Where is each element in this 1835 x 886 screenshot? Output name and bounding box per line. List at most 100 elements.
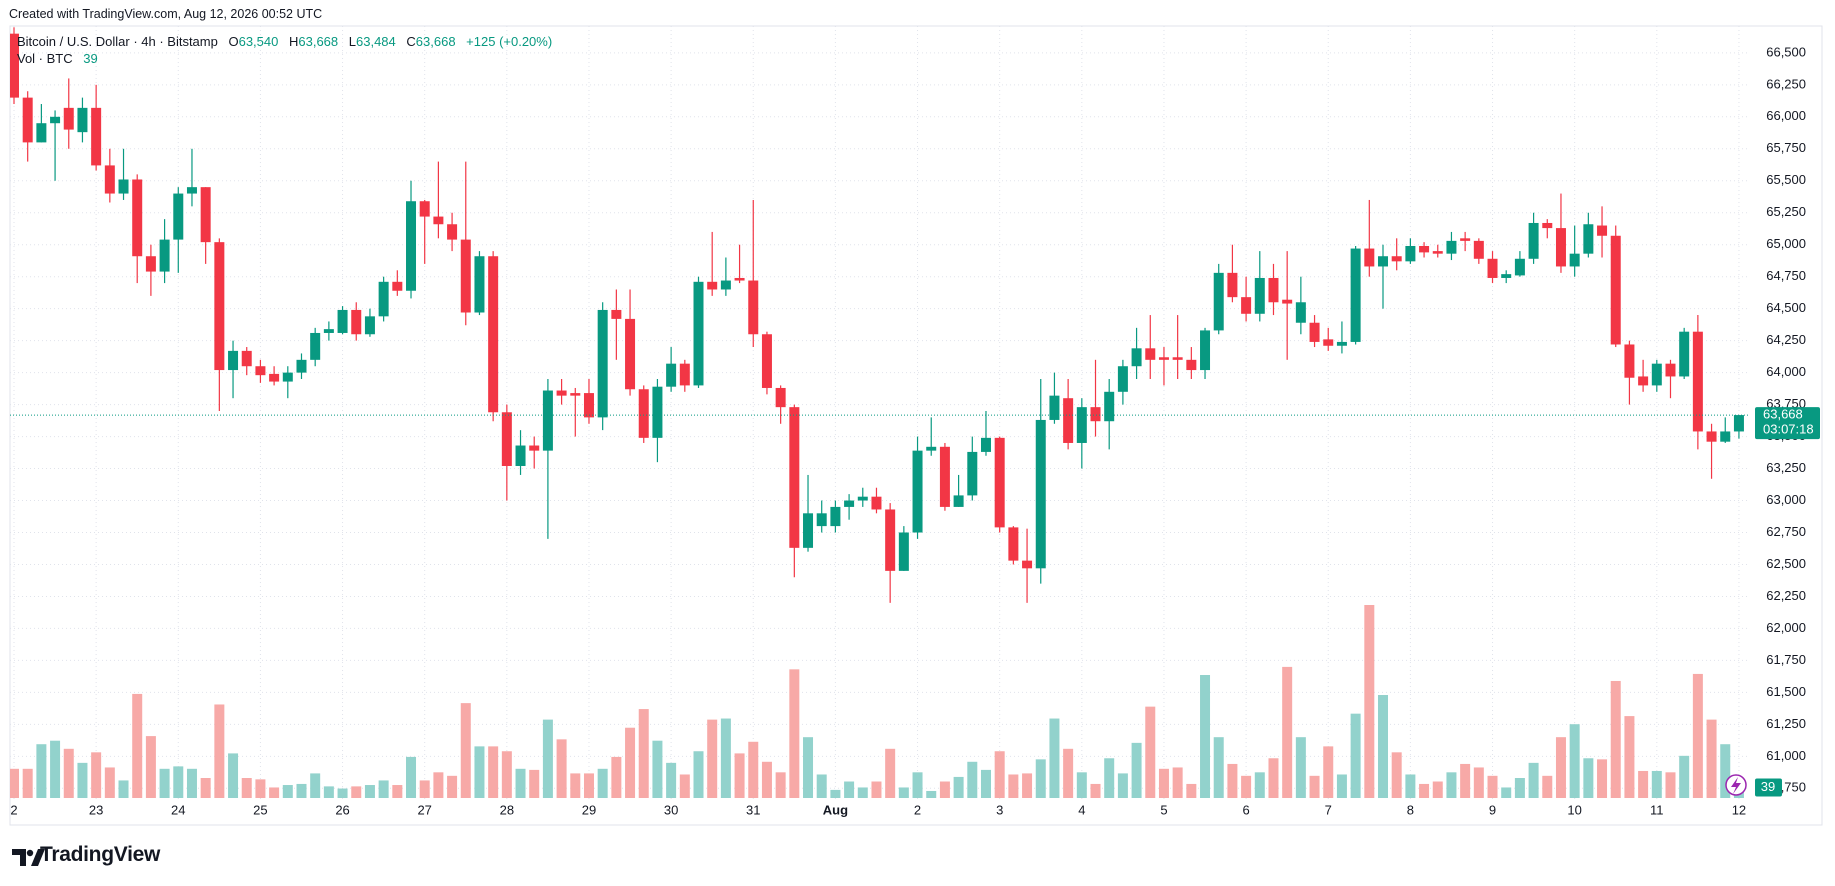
volume-bar: [1241, 775, 1252, 798]
candle-body: [1597, 225, 1608, 236]
volume-bar: [1186, 783, 1197, 798]
candle-body: [666, 363, 677, 387]
candle-body: [433, 216, 444, 225]
volume-bar: [1008, 774, 1019, 798]
candle-body: [1679, 331, 1690, 377]
candle-body: [419, 201, 430, 217]
volume-bar: [351, 786, 362, 798]
axes: 66,500 66,250 66,000 65,750 65,500 65,250 65,0…: [10, 44, 1806, 817]
countdown-label: 03:07:18: [1763, 422, 1814, 437]
candle-body: [145, 256, 156, 272]
candle-body: [1624, 344, 1635, 378]
volume-bar: [1528, 762, 1539, 798]
x-tick-label: 27: [417, 802, 431, 817]
candle-body: [186, 187, 197, 194]
candle-body: [638, 389, 649, 438]
candle-body: [200, 187, 211, 243]
candle-body: [679, 363, 690, 386]
created-note: Created with TradingView.com, Aug 12, 20…: [9, 7, 323, 21]
volume-bar: [10, 768, 19, 798]
volume-bar: [789, 669, 800, 798]
y-tick-label: 66,000: [1766, 108, 1806, 123]
volume-bar: [1419, 783, 1430, 798]
candle-body: [392, 281, 403, 291]
volume-bar: [22, 768, 33, 798]
volume-bar: [1555, 737, 1566, 798]
candle-body: [501, 412, 512, 466]
candle-body: [1049, 395, 1060, 420]
candle-body: [460, 239, 471, 313]
volume-bar: [625, 727, 636, 798]
volume-bar: [638, 709, 649, 798]
volume-bar: [1432, 781, 1443, 798]
volume-title: Vol · BTC: [17, 51, 73, 66]
candle-body: [63, 107, 74, 130]
y-tick-label: 65,250: [1766, 204, 1806, 219]
y-tick-label: 62,500: [1766, 556, 1806, 571]
volume-bar: [1063, 748, 1074, 798]
volume-bar: [63, 748, 74, 798]
volume-bar: [200, 777, 211, 798]
candle-body: [1473, 240, 1484, 259]
legend-key: C: [406, 34, 416, 49]
candle-body: [173, 193, 184, 240]
volume-bar: [939, 781, 950, 798]
volume-bar: [1405, 774, 1416, 798]
logo-icon: [12, 849, 45, 866]
volume-bar: [296, 783, 307, 798]
volume-bar: [803, 737, 814, 798]
candle-body: [296, 359, 307, 373]
volume-bar: [1638, 770, 1649, 798]
volume-bar: [1227, 763, 1238, 798]
volume-bar: [1076, 772, 1087, 798]
candle-body: [22, 97, 33, 143]
volume-bar: [1336, 774, 1347, 798]
candle-body: [50, 116, 61, 124]
y-tick-label: 61,750: [1766, 652, 1806, 667]
volume-bar: [556, 739, 567, 798]
volume-bar: [173, 766, 184, 798]
y-tick-label: 65,500: [1766, 172, 1806, 187]
volume-bar: [1542, 775, 1553, 798]
candle-body: [1131, 348, 1142, 367]
candle-body: [1063, 398, 1074, 443]
x-tick-label: 25: [253, 802, 267, 817]
volume-bar: [269, 787, 280, 798]
candle-body: [898, 532, 909, 571]
x-tick-label: 9: [1489, 802, 1496, 817]
candle-body: [1076, 407, 1087, 443]
candle-body: [337, 309, 348, 333]
volume-bar: [1309, 775, 1320, 798]
candle-body: [228, 350, 239, 371]
y-tick-label: 62,000: [1766, 620, 1806, 635]
volume-bar: [159, 768, 170, 798]
volume-bar: [967, 761, 978, 798]
volume-bar: [77, 762, 88, 798]
grid: [10, 26, 1750, 800]
candle-body: [1460, 238, 1471, 241]
candle-body: [1501, 274, 1512, 278]
candle-body: [364, 316, 375, 335]
volume-bar: [693, 751, 704, 798]
candle-body: [939, 446, 950, 507]
candle-body: [118, 179, 129, 194]
candle-body: [1720, 431, 1731, 442]
candle-body: [159, 239, 170, 272]
candle-body: [1241, 297, 1252, 314]
candle-body: [830, 506, 841, 527]
volume-bar: [775, 772, 786, 798]
x-tick-label: 26: [335, 802, 349, 817]
candle-body: [104, 165, 115, 194]
legend-key: H: [288, 34, 299, 49]
candle-body: [1733, 415, 1744, 432]
volume-bar: [1295, 737, 1306, 798]
y-tick-label: 65,750: [1766, 140, 1806, 155]
x-tick-label: 5: [1160, 802, 1167, 817]
candle-body: [871, 496, 882, 510]
candle-body: [611, 309, 622, 319]
y-tick-label: 66,500: [1766, 44, 1806, 59]
candle-body: [1638, 376, 1649, 386]
candle-body: [1610, 235, 1621, 345]
volume-bar: [1282, 666, 1293, 798]
